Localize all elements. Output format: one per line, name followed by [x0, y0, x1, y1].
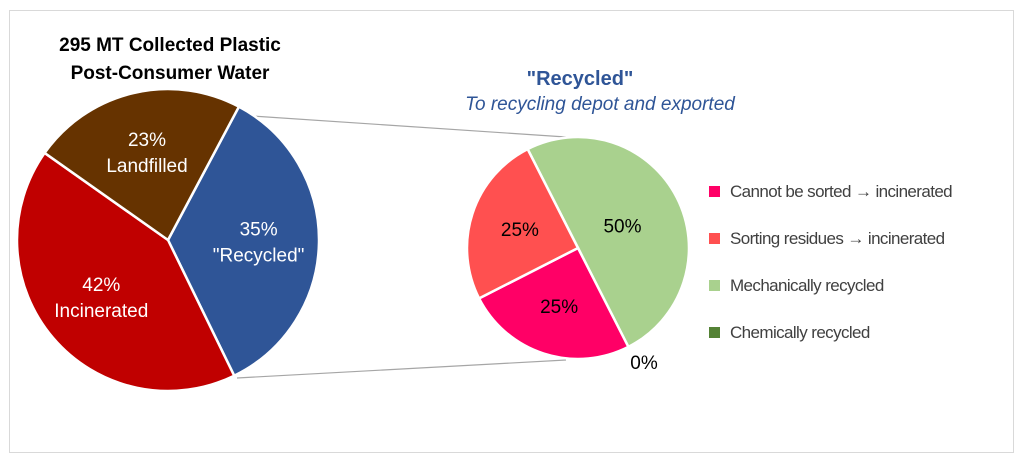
data-label-chemically-recycled: 0%	[630, 353, 658, 374]
legend-swatch	[709, 186, 720, 197]
category-label-recycled: "Recycled"	[213, 246, 305, 267]
main-pie-title: 295 MT Collected Plastic Post-Consumer W…	[20, 32, 320, 88]
legend: Cannot be sorted → incinerated Sorting r…	[709, 168, 953, 356]
chart-frame	[9, 10, 1014, 453]
legend-swatch	[709, 233, 720, 244]
data-label-cannot-be-sorted-incinerated: 25%	[540, 297, 578, 318]
pie-slice-incinerated	[15, 151, 236, 393]
data-label-mechanically-recycled: 50%	[603, 216, 641, 237]
pie-slice-sorting-residues-incinerated	[465, 147, 580, 301]
legend-item-mechanically-recycled: Mechanically recycled	[709, 262, 952, 309]
legend-swatch	[709, 280, 720, 291]
main-pie-title-line-2: Post-Consumer Water	[70, 63, 270, 84]
pie-slice-landfilled	[42, 87, 241, 242]
data-label-sorting-residues-incinerated: 25%	[501, 220, 539, 241]
connector-line-bottom	[236, 359, 567, 379]
data-label-incinerated: 42%	[82, 275, 120, 296]
legend-swatch	[709, 327, 720, 338]
legend-item-sorting-residues: Sorting residues → incinerated	[709, 215, 952, 262]
connector-line-top	[236, 114, 567, 138]
pie-slice-mechanically-recycled	[525, 135, 691, 349]
legend-label: Chemically recycled	[730, 322, 870, 342]
pie-slice-cannot-be-sorted-incinerated	[477, 246, 631, 361]
sub-pie-title: "Recycled"	[526, 68, 634, 90]
legend-item-chemically-recycled: Chemically recycled	[709, 309, 952, 356]
main-pie-title-line-1: 295 MT Collected Plastic	[59, 35, 281, 56]
category-label-incinerated: Incinerated	[54, 301, 148, 322]
legend-label: Sorting residues → incinerated	[730, 228, 945, 248]
data-label-recycled: 35%	[240, 220, 278, 241]
legend-item-cannot-be-sorted: Cannot be sorted → incinerated	[709, 168, 953, 215]
legend-label: Cannot be sorted → incinerated	[730, 181, 953, 201]
data-label-landfilled: 23%	[128, 130, 166, 151]
category-label-landfilled: Landfilled	[106, 156, 187, 177]
legend-label: Mechanically recycled	[730, 275, 884, 295]
pie-slice-recycled	[166, 104, 321, 378]
sub-pie-subtitle: To recycling depot and exported	[465, 94, 735, 115]
